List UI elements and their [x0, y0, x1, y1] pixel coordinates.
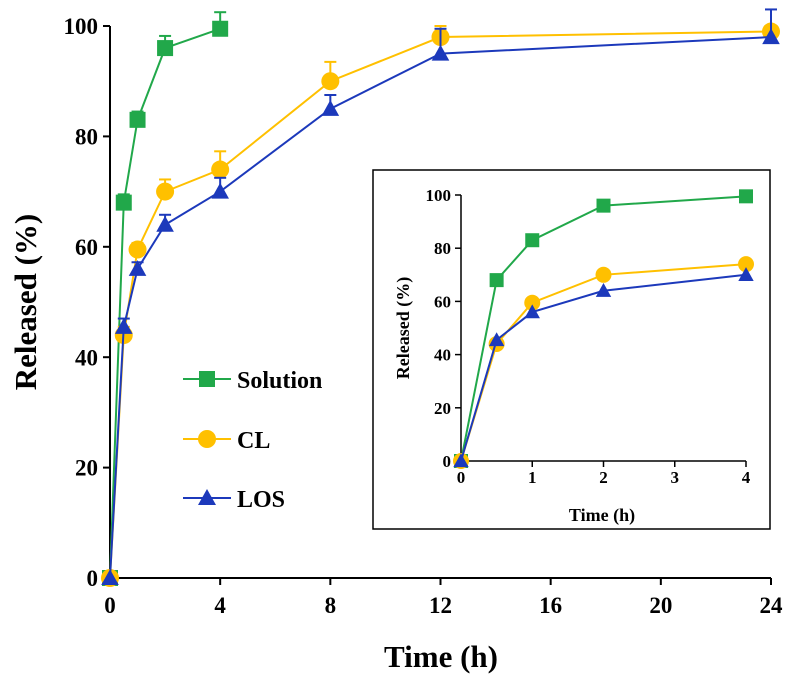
main-x-tick-label: 16 — [539, 593, 562, 618]
main-point-solution[interactable] — [157, 40, 174, 57]
main-point-cl[interactable] — [128, 240, 147, 259]
inset-x-tick-label: 0 — [457, 468, 466, 487]
main-point-los[interactable] — [114, 318, 133, 334]
main-x-tick-label: 0 — [104, 593, 116, 618]
main-y-ticks: 0 20 40 60 80 100 — [64, 14, 110, 591]
inset-x-tick-label: 1 — [528, 468, 537, 487]
inset-y-tick-label: 80 — [434, 239, 451, 258]
main-y-tick-label: 40 — [75, 345, 98, 370]
inset-point-cl[interactable] — [738, 256, 754, 273]
inset-series-group — [453, 189, 754, 469]
inset-point-cl[interactable] — [524, 294, 541, 311]
main-point-los[interactable] — [101, 569, 119, 586]
main-line-los — [109, 36, 772, 579]
inset-y-tick-label: 0 — [443, 452, 452, 471]
main-y-tick-label: 100 — [64, 14, 99, 39]
legend-label-cl: CL — [237, 428, 270, 454]
main-point-solution[interactable] — [129, 111, 146, 128]
main-point-los[interactable] — [321, 100, 340, 116]
inset-point-cl[interactable] — [595, 266, 612, 283]
main-point-solution[interactable] — [115, 194, 132, 211]
inset-x-tick-label: 3 — [671, 468, 680, 487]
inset-x-tick-label: 4 — [742, 468, 751, 487]
main-series-los — [101, 8, 780, 586]
inset-point-los[interactable] — [524, 304, 540, 319]
inset-y-tick-label: 60 — [434, 292, 451, 311]
inset-frame — [372, 169, 771, 530]
main-point-solution[interactable] — [212, 20, 229, 37]
inset-chart: 0 1 2 3 4 0 20 40 60 80 100 Time (h) Released (%) — [372, 169, 771, 530]
main-y-tick-label: 0 — [87, 566, 99, 591]
legend-item-solution[interactable]: Solution — [183, 368, 322, 394]
inset-point-los[interactable] — [595, 283, 612, 297]
main-y-tick-label: 20 — [75, 456, 98, 481]
inset-y-tick-label: 100 — [426, 186, 452, 205]
main-x-tick-label: 12 — [429, 593, 452, 618]
inset-series-los — [453, 267, 754, 468]
legend-marker-cl — [198, 430, 216, 448]
main-series-group — [101, 8, 780, 587]
inset-point-los[interactable] — [738, 267, 754, 281]
inset-point-solution[interactable] — [596, 198, 611, 213]
inset-y-ticks: 0 20 40 60 80 100 — [426, 186, 461, 471]
main-x-tick-label: 4 — [214, 593, 226, 618]
legend-label-los: LOS — [237, 487, 285, 513]
inset-point-los[interactable] — [488, 332, 505, 347]
main-point-los[interactable] — [762, 28, 780, 45]
legend-label-solution: Solution — [237, 368, 322, 394]
inset-point-los[interactable] — [453, 453, 469, 468]
inset-x-tick-label: 2 — [599, 468, 608, 487]
inset-point-solution[interactable] — [489, 273, 504, 288]
legend-marker-solution — [199, 371, 215, 387]
legend-marker-los — [198, 489, 216, 505]
main-y-tick-label: 60 — [75, 235, 98, 260]
inset-point-solution[interactable] — [739, 189, 753, 204]
legend-item-cl[interactable]: CL — [183, 428, 270, 454]
inset-y-axis-title: Released (%) — [393, 277, 414, 379]
inset-x-axis-title: Time (h) — [569, 505, 635, 526]
main-point-cl[interactable] — [156, 182, 175, 201]
inset-y-tick-label: 40 — [434, 346, 451, 365]
main-point-cl[interactable] — [211, 160, 230, 179]
legend-item-los[interactable]: LOS — [183, 487, 285, 513]
main-x-tick-label: 20 — [649, 593, 672, 618]
main-point-cl[interactable] — [321, 72, 340, 91]
inset-x-ticks: 0 1 2 3 4 — [457, 461, 751, 487]
main-point-los[interactable] — [431, 44, 450, 61]
main-x-tick-label: 8 — [325, 593, 337, 618]
main-y-axis-title: Released (%) — [8, 214, 43, 390]
main-point-los[interactable] — [128, 260, 147, 276]
main-point-los[interactable] — [156, 215, 174, 232]
main-y-tick-label: 80 — [75, 124, 98, 149]
main-x-axis-title: Time (h) — [384, 639, 498, 674]
main-point-los[interactable] — [211, 182, 229, 199]
legend[interactable]: Solution CL LOS — [183, 368, 322, 513]
main-x-tick-label: 24 — [760, 593, 784, 618]
inset-point-solution[interactable] — [525, 233, 540, 248]
inset-y-tick-label: 20 — [434, 399, 451, 418]
